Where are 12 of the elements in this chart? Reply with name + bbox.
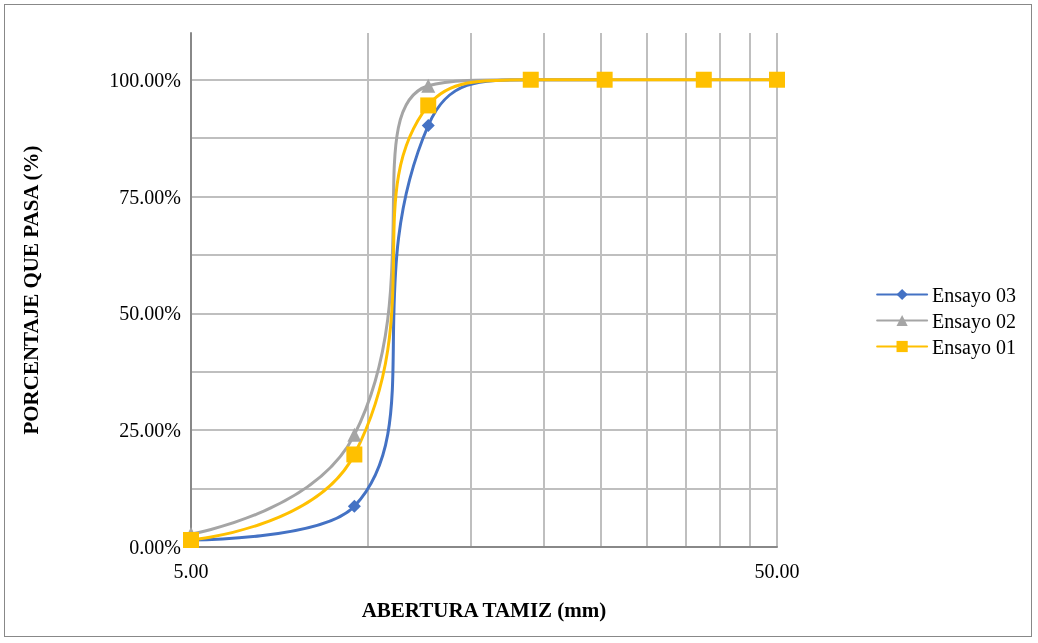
y-axis-title: PORCENTAJE QUE PASA (%) bbox=[18, 145, 43, 435]
x-tick-label: 50.00 bbox=[754, 560, 800, 582]
y-tick-label: 0.00% bbox=[129, 536, 181, 558]
legend-label: Ensayo 01 bbox=[932, 335, 1017, 359]
x-axis-title: ABERTURA TAMIZ (mm) bbox=[361, 597, 607, 622]
y-tick-label: 75.00% bbox=[119, 185, 181, 208]
y-tick-label: 25.00% bbox=[119, 419, 181, 442]
x-tick-label: 5.00 bbox=[173, 560, 209, 582]
y-tick-label: 50.00% bbox=[119, 302, 181, 325]
legend-label: Ensayo 02 bbox=[932, 309, 1017, 333]
y-tick-label: 100.00% bbox=[109, 68, 181, 91]
legend-label: Ensayo 03 bbox=[932, 283, 1017, 307]
